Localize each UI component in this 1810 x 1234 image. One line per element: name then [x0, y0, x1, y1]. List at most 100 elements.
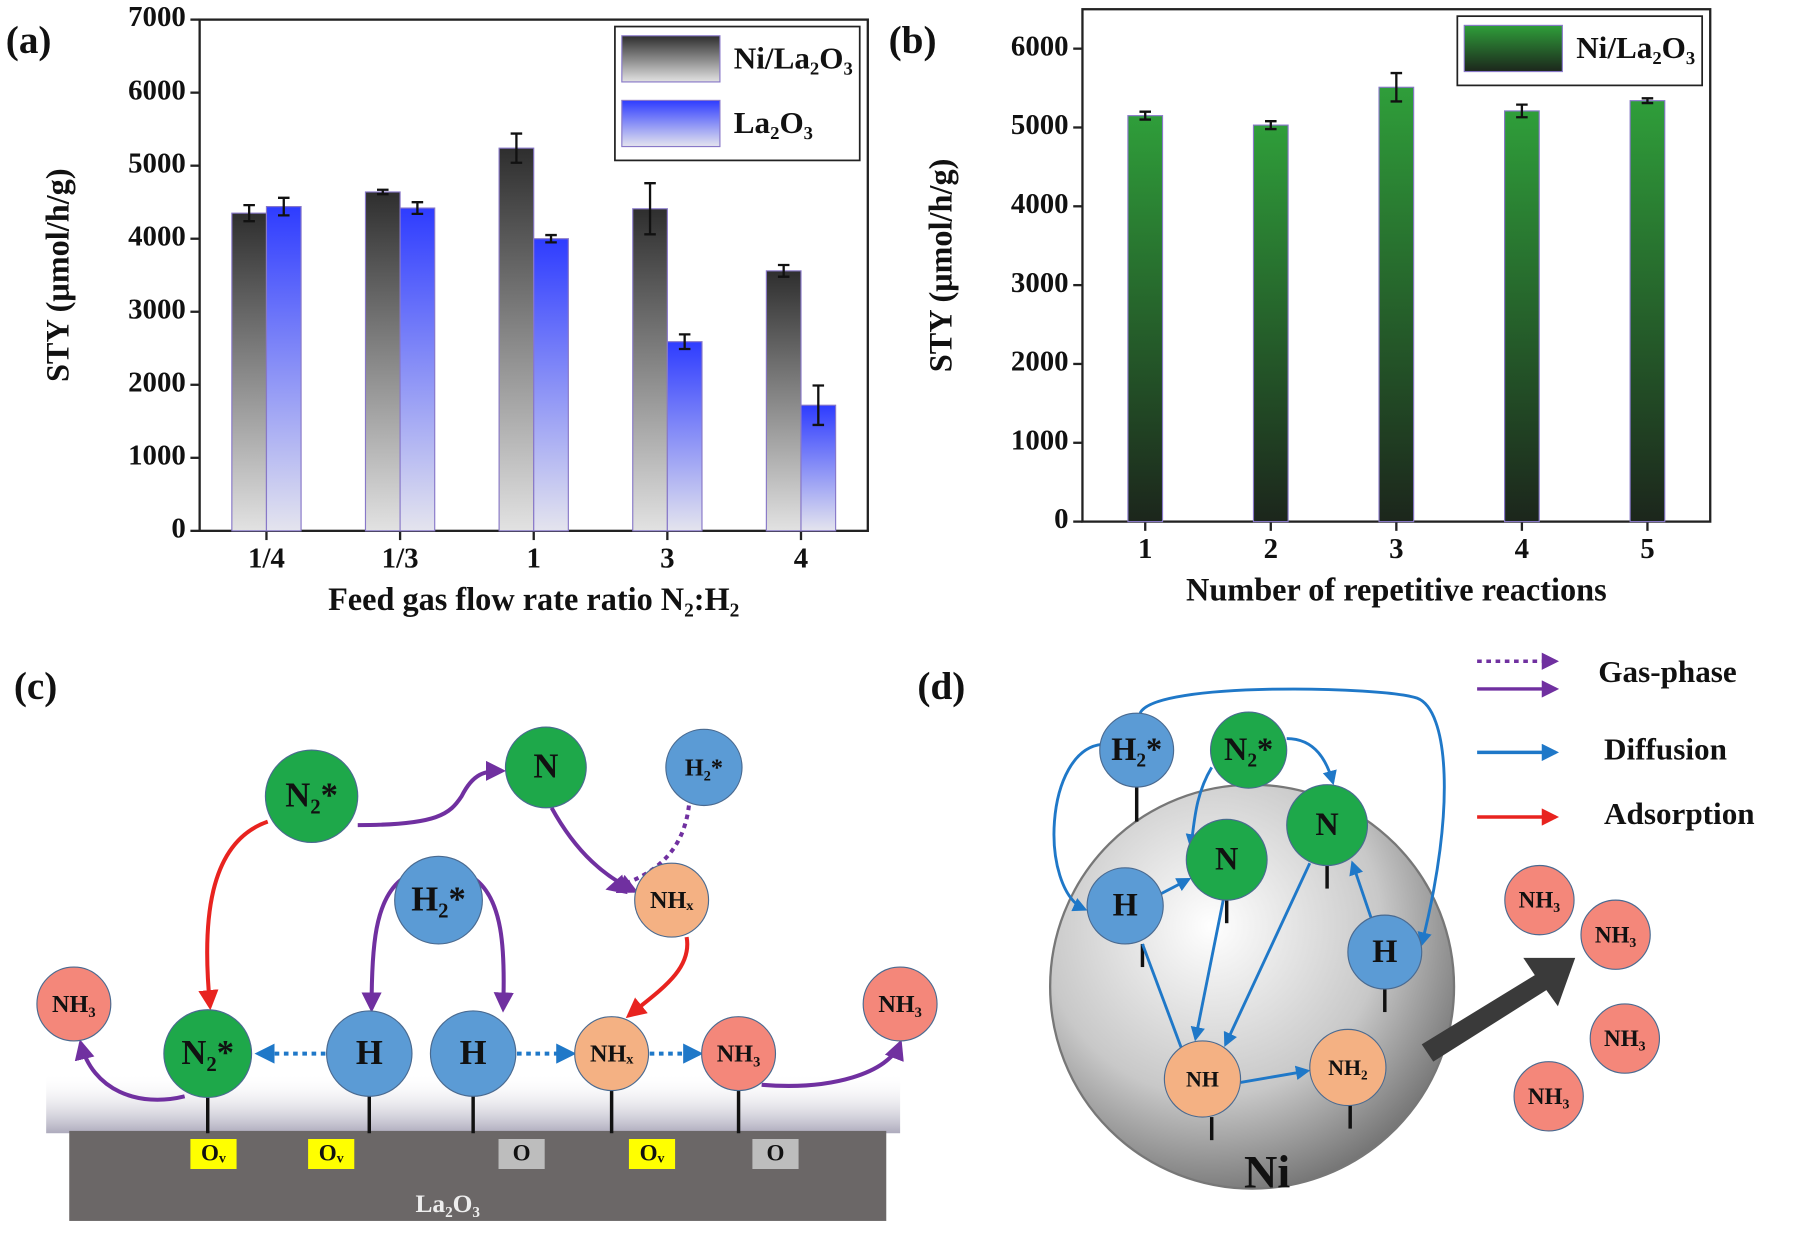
- x-tick-label: 1/3: [382, 542, 419, 574]
- species-label: H: [1372, 933, 1397, 969]
- species-label: NH₃: [878, 991, 922, 1018]
- figure-content: (a) 0 1000 2000 3000 4000 5000 6000 7000 1/4 1/3 1 3…: [6, 1, 1755, 1221]
- species-node: [634, 862, 710, 938]
- species-node: [1099, 712, 1175, 788]
- legend-swatch: [621, 35, 721, 83]
- legend-label: Ni/La₂O₃: [1576, 30, 1695, 65]
- species-node: [1513, 1061, 1584, 1132]
- site-box: [752, 1138, 799, 1170]
- site-sticks: [205, 1090, 741, 1134]
- panel-label: (d): [917, 665, 965, 708]
- arrow: [1159, 878, 1192, 896]
- species-label: NH₃: [1595, 921, 1637, 947]
- arrows-c: [74, 760, 904, 1102]
- species-label: NH₂: [1328, 1055, 1368, 1080]
- error-bar: [678, 333, 691, 351]
- error-bar: [812, 384, 825, 427]
- bar: [1252, 124, 1289, 523]
- species-label: H₂*: [411, 880, 466, 918]
- bar: [666, 341, 703, 532]
- error-bar: [1390, 71, 1403, 103]
- legend-swatch: [1463, 24, 1563, 73]
- species-label: N: [533, 748, 558, 786]
- species-node: [394, 855, 483, 945]
- y-axis-label: STY (μmol/h/g): [922, 159, 958, 373]
- site-label: Oᵥ: [640, 1139, 665, 1165]
- particle-label: Ni: [1244, 1147, 1290, 1198]
- panel-label: (c): [14, 665, 58, 708]
- arrow: [1223, 862, 1312, 1047]
- legend-label: Diffusion: [1604, 732, 1727, 767]
- y-axis-label: STY (μmol/h/g): [40, 168, 76, 382]
- site-box: [308, 1138, 355, 1170]
- species-node: [326, 1010, 413, 1097]
- legend-label: Ni/La₂O₃: [734, 40, 853, 75]
- y-tick-label: 0: [171, 512, 185, 544]
- bar: [231, 212, 268, 532]
- species-label: NH₃: [1604, 1025, 1646, 1051]
- bar: [1629, 100, 1666, 523]
- x-tick-label: 3: [1389, 533, 1403, 565]
- x-tick-label: 4: [794, 542, 808, 574]
- species-node: [1589, 1003, 1661, 1074]
- species-node: [1209, 711, 1288, 789]
- error-bar: [644, 182, 656, 236]
- arrow: [357, 760, 507, 828]
- y-tick-label: 1000: [128, 439, 186, 471]
- species-node: [1309, 1028, 1387, 1107]
- x-tick-label: 2: [1264, 533, 1278, 565]
- species-node: [1163, 1040, 1242, 1118]
- x-tick-label: 1: [1138, 533, 1152, 565]
- arrow: [625, 936, 690, 1019]
- arrow: [74, 1039, 186, 1102]
- legend: Ni/La₂O₃ La₂O₃: [614, 25, 861, 162]
- species-label: H: [1113, 887, 1138, 923]
- species-label: NH₃: [717, 1040, 761, 1067]
- site-box: [190, 1138, 237, 1170]
- y-tick-label: 4000: [1011, 188, 1069, 220]
- y-tick-label: 6000: [128, 74, 186, 106]
- y-tick-label: 4000: [128, 220, 186, 252]
- species-node: [701, 1016, 777, 1092]
- y-tick-label: 2000: [128, 366, 186, 398]
- y-tick-label: 5000: [1011, 109, 1069, 141]
- species-node: [1286, 784, 1369, 867]
- site-label: Oᵥ: [319, 1139, 344, 1165]
- x-tick-label: 4: [1515, 533, 1529, 565]
- bar: [498, 147, 535, 532]
- species-node: [504, 726, 587, 809]
- bar: [533, 238, 569, 532]
- site-label: Oᵥ: [201, 1139, 226, 1165]
- error-bar: [277, 196, 290, 217]
- x-tick-label: 5: [1640, 533, 1654, 565]
- bar: [800, 404, 837, 532]
- species-node: [1086, 867, 1164, 945]
- legend-label: La₂O₃: [734, 105, 813, 140]
- species-label: NH: [1186, 1066, 1219, 1091]
- species-label: H₂*: [685, 754, 723, 781]
- species-label: NH₃: [1519, 887, 1561, 913]
- panel-label: (a): [6, 19, 52, 62]
- bar: [765, 270, 802, 532]
- bar: [265, 206, 302, 532]
- arrow: [198, 819, 269, 1011]
- legend-label: Adsorption: [1604, 796, 1755, 831]
- error-bar: [1516, 103, 1528, 119]
- error-bar: [377, 188, 389, 196]
- x-axis-label: Feed gas flow rate ratio N₂:H₂: [328, 581, 739, 617]
- legend-label: Gas-phase: [1598, 654, 1737, 689]
- species-node: [862, 966, 938, 1042]
- legend-lines: [1477, 652, 1560, 826]
- species-label: H₂*: [1111, 731, 1162, 767]
- error-bar: [510, 132, 523, 164]
- error-bar: [545, 233, 557, 244]
- y-tick-label: 6000: [1011, 30, 1069, 62]
- legend-swatch: [621, 99, 721, 148]
- site-sticks: [1134, 787, 1387, 1141]
- legend: Ni/La₂O₃: [1456, 15, 1704, 87]
- species-label: NH₃: [1528, 1083, 1570, 1109]
- species-label: H: [460, 1034, 487, 1072]
- arrow: [474, 877, 514, 1013]
